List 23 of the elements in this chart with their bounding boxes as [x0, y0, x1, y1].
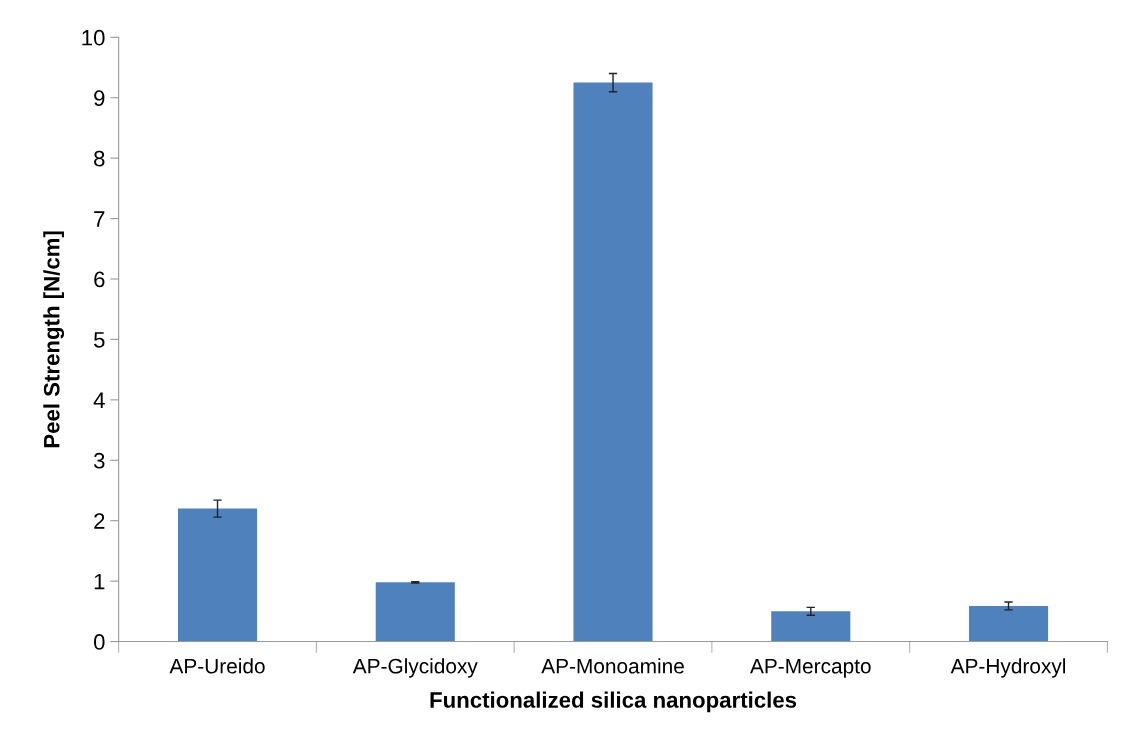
x-axis-title: Functionalized silica nanoparticles [430, 691, 797, 713]
y-tick-label: 10 [82, 29, 105, 46]
y-tick-label: 9 [94, 90, 105, 106]
y-tick-label: 8 [94, 150, 105, 167]
x-tick-label: AP-Mercapto [750, 658, 871, 678]
y-axis-title: Peel Strength [N/cm] [43, 231, 65, 448]
y-tick-label: 2 [94, 513, 105, 529]
x-tick-label: AP-Monoamine [541, 658, 684, 674]
y-tick-label: 3 [93, 452, 105, 469]
bar [771, 611, 851, 642]
x-tick-label: AP-Glycidoxy [352, 658, 478, 678]
bar [573, 82, 653, 642]
x-tick-label: AP-Ureido [169, 658, 265, 674]
y-tick-label: 7 [94, 211, 105, 227]
y-tick-label: 6 [94, 271, 105, 288]
x-tick-label: AP-Hydroxyl [950, 658, 1066, 678]
y-tick-label: 0 [93, 634, 105, 650]
y-tick-label: 5 [93, 332, 105, 348]
y-tick-label: 4 [93, 392, 105, 408]
bar [968, 605, 1049, 642]
y-tick-label: 1 [94, 573, 105, 590]
bar [177, 508, 258, 642]
bar [375, 582, 455, 642]
